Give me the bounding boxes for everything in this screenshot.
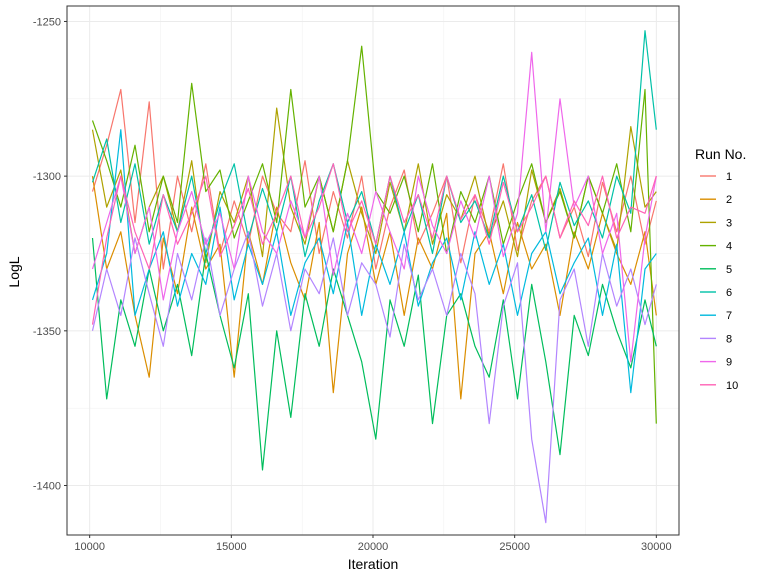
series-lines [91, 30, 657, 524]
legend-label-run-10: 10 [726, 380, 738, 392]
legend-item-run-10: 10 [700, 380, 738, 392]
legend-label-run-1: 1 [726, 171, 732, 183]
series-line-run-1 [91, 88, 657, 270]
x-tick-label: 25000 [499, 541, 530, 553]
legend-item-run-6: 6 [700, 287, 732, 299]
series-line-run-9 [91, 51, 657, 363]
legend-label-run-9: 9 [726, 357, 732, 369]
legend-label-run-5: 5 [726, 264, 732, 276]
x-tick-label: 30000 [641, 541, 672, 553]
legend-item-run-5: 5 [700, 264, 732, 276]
legend-label-run-4: 4 [726, 241, 732, 253]
legend-label-run-6: 6 [726, 287, 732, 299]
x-tick-label: 10000 [74, 541, 105, 553]
series-line-run-5 [91, 237, 657, 471]
y-tick-label: -1350 [33, 326, 61, 338]
legend-label-run-2: 2 [726, 194, 732, 206]
series-line-run-8 [91, 231, 657, 524]
legend-item-run-2: 2 [700, 194, 732, 206]
legend-items: 1 2 3 4 5 6 7 8 9 10 [700, 171, 738, 392]
legend-item-run-8: 8 [700, 333, 732, 345]
y-tick-label: -1400 [33, 481, 61, 493]
legend-item-run-4: 4 [700, 241, 732, 253]
y-axis-title: LogL [6, 256, 22, 287]
legend-label-run-8: 8 [726, 333, 732, 345]
legend-label-run-7: 7 [726, 310, 732, 322]
legend: Run No. 1 2 3 4 5 6 7 8 9 10 [695, 146, 746, 392]
series-line-run-10 [91, 163, 657, 325]
legend-item-run-9: 9 [700, 357, 732, 369]
y-tick-label: -1300 [33, 171, 61, 183]
x-axis: 10000 15000 20000 25000 30000 [74, 535, 672, 553]
legend-item-run-7: 7 [700, 310, 732, 322]
x-tick-label: 20000 [358, 541, 389, 553]
legend-title: Run No. [695, 146, 746, 162]
x-tick-label: 15000 [216, 541, 247, 553]
x-axis-title: Iteration [348, 556, 399, 572]
legend-item-run-3: 3 [700, 217, 732, 229]
legend-item-run-1: 1 [700, 171, 732, 183]
legend-label-run-3: 3 [726, 217, 732, 229]
y-tick-label: -1250 [33, 16, 61, 28]
y-axis: -1250 -1300 -1350 -1400 [33, 16, 67, 493]
series-line-run-3 [91, 107, 657, 264]
